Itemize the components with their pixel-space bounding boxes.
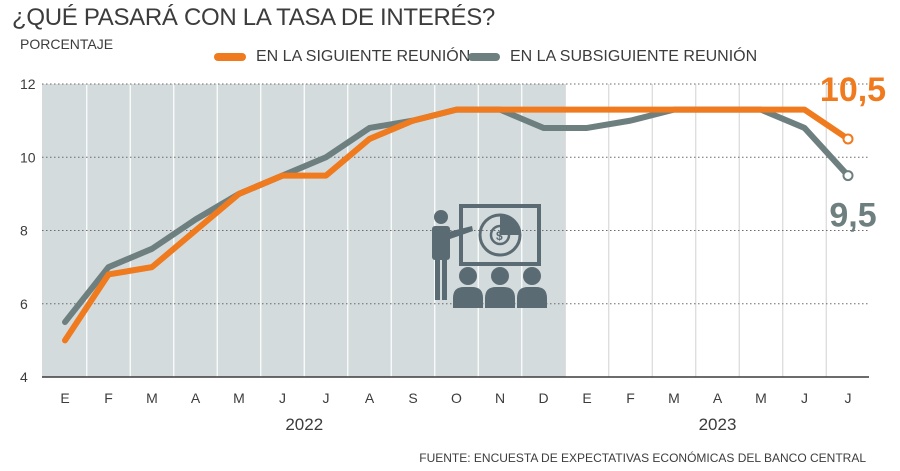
x-tick-label: E bbox=[60, 390, 69, 406]
year-label: 2022 bbox=[285, 415, 323, 434]
x-tick-label: M bbox=[668, 390, 680, 406]
x-tick-label: J bbox=[279, 390, 286, 406]
legend-label: EN LA SIGUIENTE REUNIÓN bbox=[256, 48, 471, 65]
y-tick-label: 10 bbox=[20, 149, 36, 165]
x-tick-label: M bbox=[755, 390, 767, 406]
x-tick-label: A bbox=[365, 390, 375, 406]
x-tick-label: F bbox=[626, 390, 635, 406]
x-tick-label: F bbox=[104, 390, 113, 406]
end-point-marker bbox=[842, 133, 854, 145]
legend-item: EN LA SUBSIGUIENTE REUNIÓN bbox=[468, 44, 757, 70]
presentation-audience-icon: $ bbox=[432, 204, 547, 308]
x-tick-label: S bbox=[408, 390, 417, 406]
x-tick-label: D bbox=[538, 390, 548, 406]
legend-label: EN LA SUBSIGUIENTE REUNIÓN bbox=[510, 48, 758, 65]
chart-title: ¿QUÉ PASARÁ CON LA TASA DE INTERÉS? bbox=[12, 4, 495, 31]
y-tick-label: 6 bbox=[20, 296, 28, 312]
x-tick-label: M bbox=[146, 390, 158, 406]
x-tick-label: M bbox=[233, 390, 245, 406]
x-tick-label: J bbox=[323, 390, 330, 406]
series-line bbox=[62, 106, 851, 344]
legend-item: EN LA SIGUIENTE REUNIÓN bbox=[214, 44, 470, 70]
x-tick-label: A bbox=[191, 390, 201, 406]
y-tick-label: 12 bbox=[20, 76, 36, 92]
x-tick-label: J bbox=[801, 390, 808, 406]
end-value-label: 9,5 bbox=[829, 197, 876, 235]
svg-text:$: $ bbox=[496, 229, 503, 243]
x-tick-label: N bbox=[495, 390, 505, 406]
legend-swatch bbox=[214, 53, 246, 61]
x-tick-label: J bbox=[845, 390, 852, 406]
y-tick-label: 4 bbox=[20, 369, 28, 385]
legend-swatch bbox=[468, 53, 500, 61]
source-note: FUENTE: ENCUESTA DE EXPECTATIVAS ECONÓMI… bbox=[419, 451, 866, 465]
year-label: 2023 bbox=[699, 415, 737, 434]
x-tick-label: A bbox=[713, 390, 723, 406]
chart-subtitle: PORCENTAJE bbox=[20, 36, 114, 52]
end-value-label: 10,5 bbox=[820, 71, 886, 109]
x-tick-label: O bbox=[451, 390, 462, 406]
y-tick-label: 8 bbox=[20, 223, 28, 239]
x-tick-label: E bbox=[582, 390, 591, 406]
end-point-marker bbox=[842, 170, 854, 182]
